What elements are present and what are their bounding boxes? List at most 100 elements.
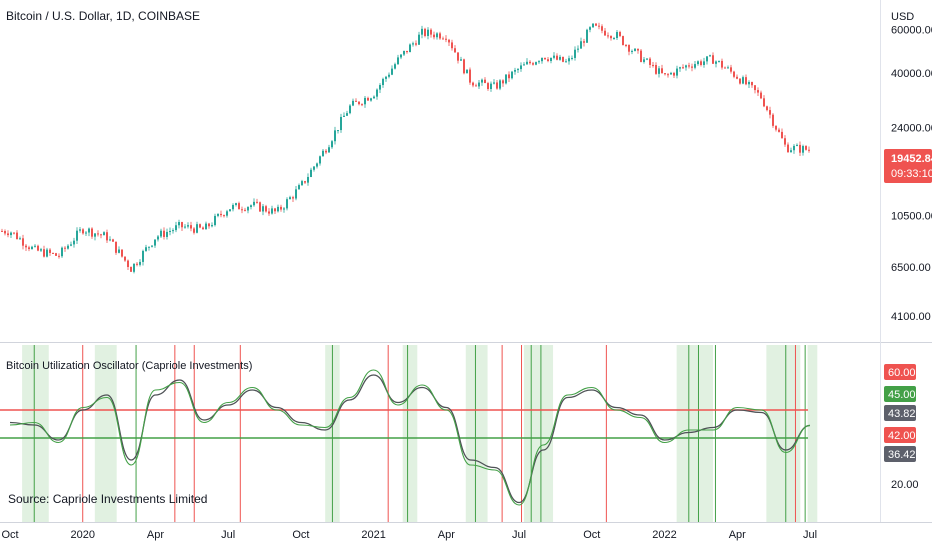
candle-body — [202, 227, 204, 230]
candle-body — [292, 197, 294, 199]
candle-body — [298, 185, 300, 190]
candle-body — [688, 65, 690, 67]
candle-body — [553, 55, 555, 58]
candle-body — [226, 211, 228, 216]
candle-body — [511, 71, 513, 79]
candle-body — [70, 244, 72, 246]
candle-body — [469, 69, 471, 83]
oscillator-value-badges: 60.00 45.00 43.82 42.00 36.42 — [884, 364, 916, 462]
candle-body — [637, 48, 639, 51]
candle-body — [250, 205, 252, 208]
candlestick-series — [1, 22, 810, 274]
candle-body — [355, 100, 357, 102]
candle-body — [526, 61, 528, 65]
candle-body — [160, 230, 162, 237]
candle-body — [517, 69, 519, 71]
time-axis-label: Oct — [583, 529, 600, 541]
candle-body — [733, 71, 735, 77]
candle-body — [790, 150, 792, 153]
candle-body — [586, 29, 588, 43]
candle-body — [739, 78, 741, 84]
candle-body — [721, 60, 723, 68]
candle-body — [436, 33, 438, 38]
candle-body — [454, 48, 456, 53]
candle-body — [520, 65, 522, 70]
candle-body — [646, 58, 648, 60]
candle-body — [439, 33, 441, 39]
candle-body — [730, 67, 732, 72]
candle-body — [559, 56, 561, 60]
candle-body — [106, 232, 108, 241]
candle-body — [724, 67, 726, 69]
candle-body — [370, 98, 372, 101]
candle-body — [331, 141, 333, 148]
time-axis-label: Jul — [512, 529, 526, 541]
candle-body — [445, 38, 447, 40]
candle-body — [544, 57, 546, 60]
candle-body — [718, 60, 720, 62]
candle-body — [229, 209, 231, 212]
oscillator-title: Bitcoin Utilization Oscillator (Capriole… — [6, 360, 252, 372]
time-axis-label: Jul — [221, 529, 235, 541]
candle-body — [94, 233, 96, 237]
candle-body — [346, 113, 348, 116]
candle-body — [295, 189, 297, 199]
candle-body — [127, 260, 129, 267]
candle-body — [478, 82, 480, 87]
candle-body — [142, 250, 144, 262]
candle-body — [37, 245, 39, 251]
candle-body — [466, 69, 468, 74]
candle-body — [364, 97, 366, 105]
oscillator-shaded-zone — [523, 345, 554, 522]
candle-body — [184, 226, 186, 228]
candle-body — [76, 230, 78, 241]
candle-body — [367, 97, 369, 101]
candle-body — [529, 61, 531, 64]
candle-body — [781, 131, 783, 139]
candle-body — [334, 130, 336, 142]
candle-body — [322, 150, 324, 157]
candle-body — [676, 68, 678, 76]
candle-body — [775, 125, 777, 130]
candle-body — [10, 232, 12, 236]
candle-body — [19, 238, 21, 240]
candle-body — [622, 36, 624, 45]
candle-body — [532, 63, 534, 65]
candle-body — [196, 224, 198, 233]
candle-body — [358, 101, 360, 105]
price-axis-ticks: 60000.00 40000.00 24000.00 10500.00 6500.00 4… — [891, 24, 932, 323]
oscillator-badge-value: 45.00 — [888, 389, 916, 401]
candle-body — [64, 247, 66, 249]
candle-body — [124, 256, 126, 261]
candle-body — [280, 206, 282, 210]
candle-body — [199, 224, 201, 228]
candle-body — [61, 247, 63, 257]
candle-body — [508, 74, 510, 79]
candle-body — [613, 38, 615, 40]
candle-body — [253, 201, 255, 206]
candle-body — [415, 43, 417, 45]
candle-body — [391, 68, 393, 75]
candle-body — [46, 249, 48, 257]
candle-body — [4, 231, 6, 234]
candle-body — [130, 266, 132, 272]
candle-body — [361, 104, 363, 106]
candle-body — [421, 28, 423, 35]
oscillator-badge-value: 43.82 — [888, 408, 916, 420]
candle-body — [574, 49, 576, 58]
candle-body — [313, 166, 315, 170]
candle-body — [406, 50, 408, 53]
candle-body — [403, 50, 405, 55]
candle-body — [382, 78, 384, 86]
candle-body — [601, 26, 603, 31]
candle-body — [505, 74, 507, 84]
candle-body — [595, 23, 597, 26]
oscillator-badge-bg — [884, 427, 916, 443]
candle-body — [457, 52, 459, 61]
candle-body — [625, 44, 627, 46]
candle-body — [166, 231, 168, 237]
candle-body — [223, 215, 225, 217]
candle-body — [157, 236, 159, 240]
candle-body — [484, 79, 486, 84]
candle-body — [400, 54, 402, 58]
